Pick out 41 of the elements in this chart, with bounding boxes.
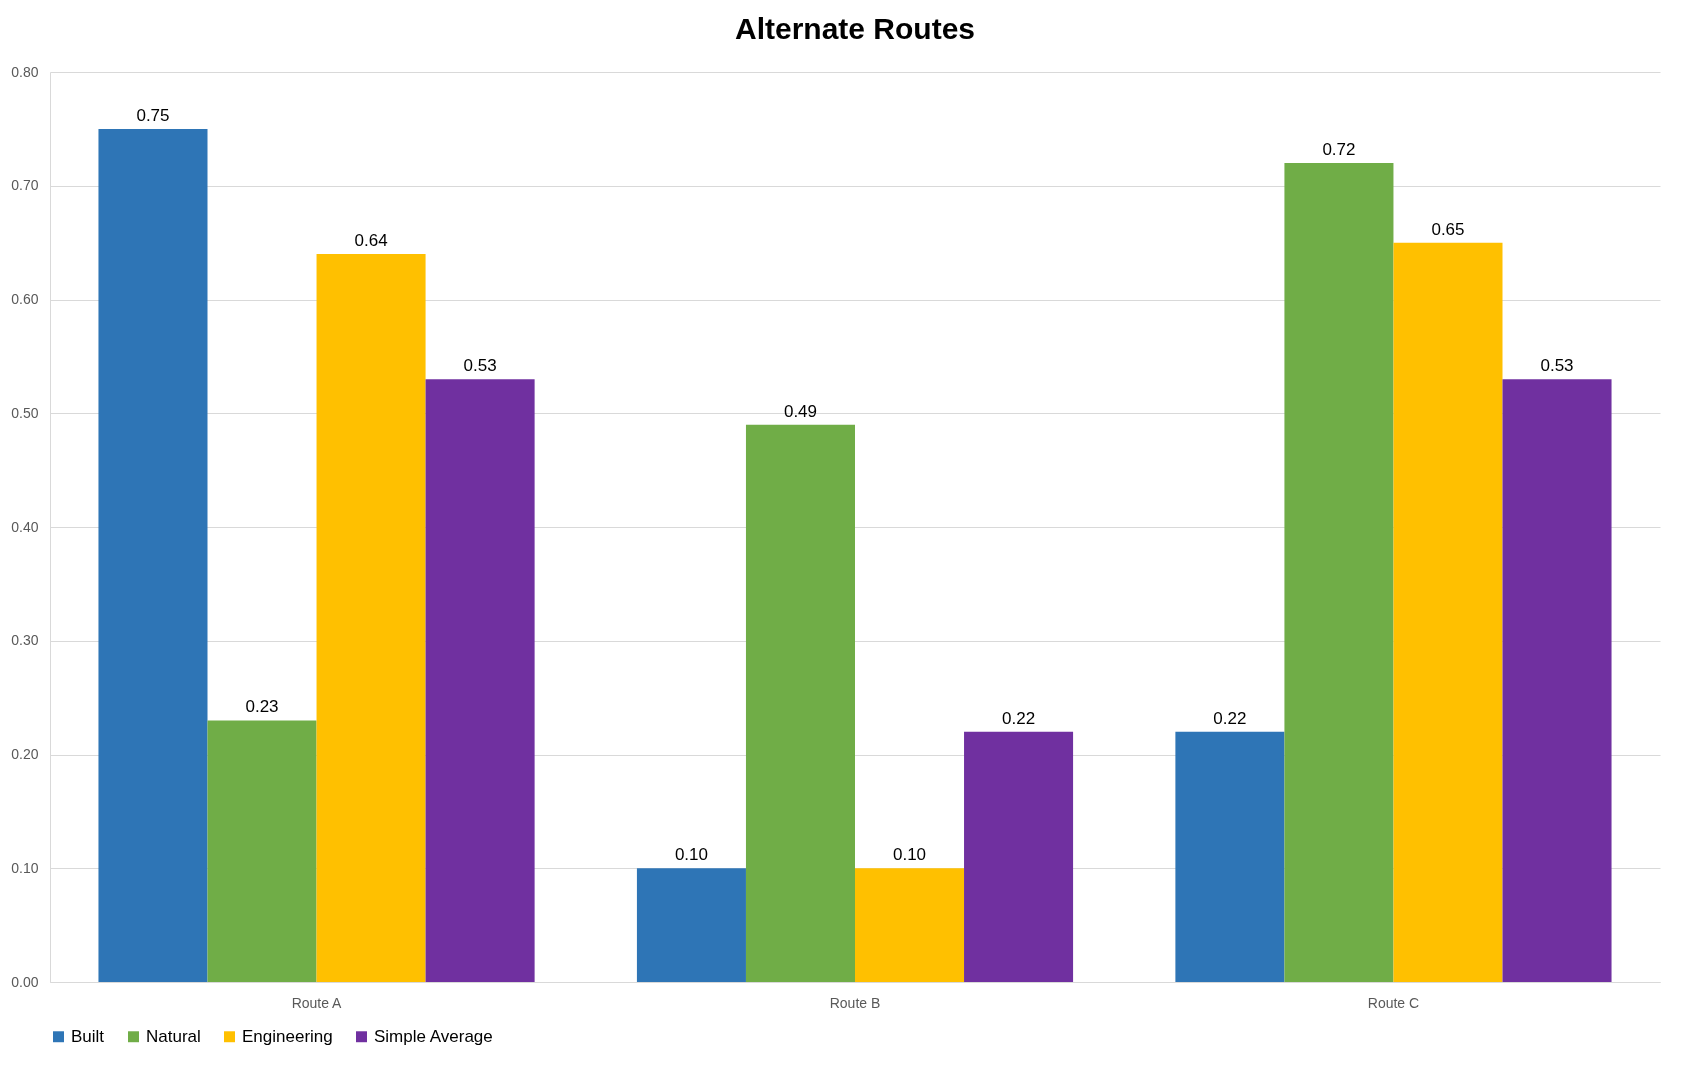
- y-tick-label: 0.10: [11, 859, 39, 876]
- data-label: 0.75: [136, 105, 170, 125]
- chart-title: Alternate Routes: [734, 12, 976, 45]
- data-label: 0.10: [674, 845, 708, 865]
- legend-label: Built: [71, 1026, 105, 1046]
- bar: [207, 720, 317, 982]
- data-label: 0.65: [1431, 219, 1465, 239]
- bar: [1284, 163, 1394, 982]
- y-tick-label: 0.50: [11, 404, 39, 421]
- data-label: 0.53: [1540, 356, 1574, 376]
- data-label: 0.49: [783, 401, 818, 421]
- y-tick-label: 0.40: [11, 518, 39, 535]
- data-label: 0.22: [1213, 708, 1247, 728]
- y-tick-label: 0.60: [11, 291, 39, 307]
- bar: [855, 868, 965, 982]
- y-tick-label: 0.20: [11, 746, 39, 762]
- y-tick-label: 0.30: [11, 632, 39, 649]
- x-tick-label: Route B: [829, 994, 881, 1011]
- bar: [98, 128, 208, 982]
- data-label: 0.10: [892, 845, 927, 865]
- legend-label: Engineering: [242, 1026, 333, 1046]
- bar: [964, 731, 1074, 982]
- bar: [316, 254, 426, 982]
- bar: [1393, 242, 1503, 982]
- data-label: 0.64: [354, 231, 388, 250]
- bar: [745, 424, 855, 982]
- x-tick-label: Route C: [1367, 994, 1420, 1011]
- x-tick-label: Route A: [291, 994, 343, 1011]
- bar: [1175, 731, 1285, 982]
- bar: [1502, 379, 1612, 982]
- bar: [425, 379, 535, 982]
- y-tick-label: 0.80: [11, 63, 39, 80]
- legend-label: Natural: [146, 1026, 201, 1046]
- data-label: 0.23: [245, 697, 279, 717]
- data-label: 0.22: [1002, 708, 1036, 728]
- legend-label: Simple Average: [374, 1026, 493, 1046]
- y-tick-label: 0.00: [11, 973, 39, 990]
- bar: [636, 868, 746, 982]
- data-label: 0.72: [1322, 140, 1356, 159]
- y-tick-label: 0.70: [11, 177, 39, 194]
- data-label: 0.53: [463, 356, 497, 376]
